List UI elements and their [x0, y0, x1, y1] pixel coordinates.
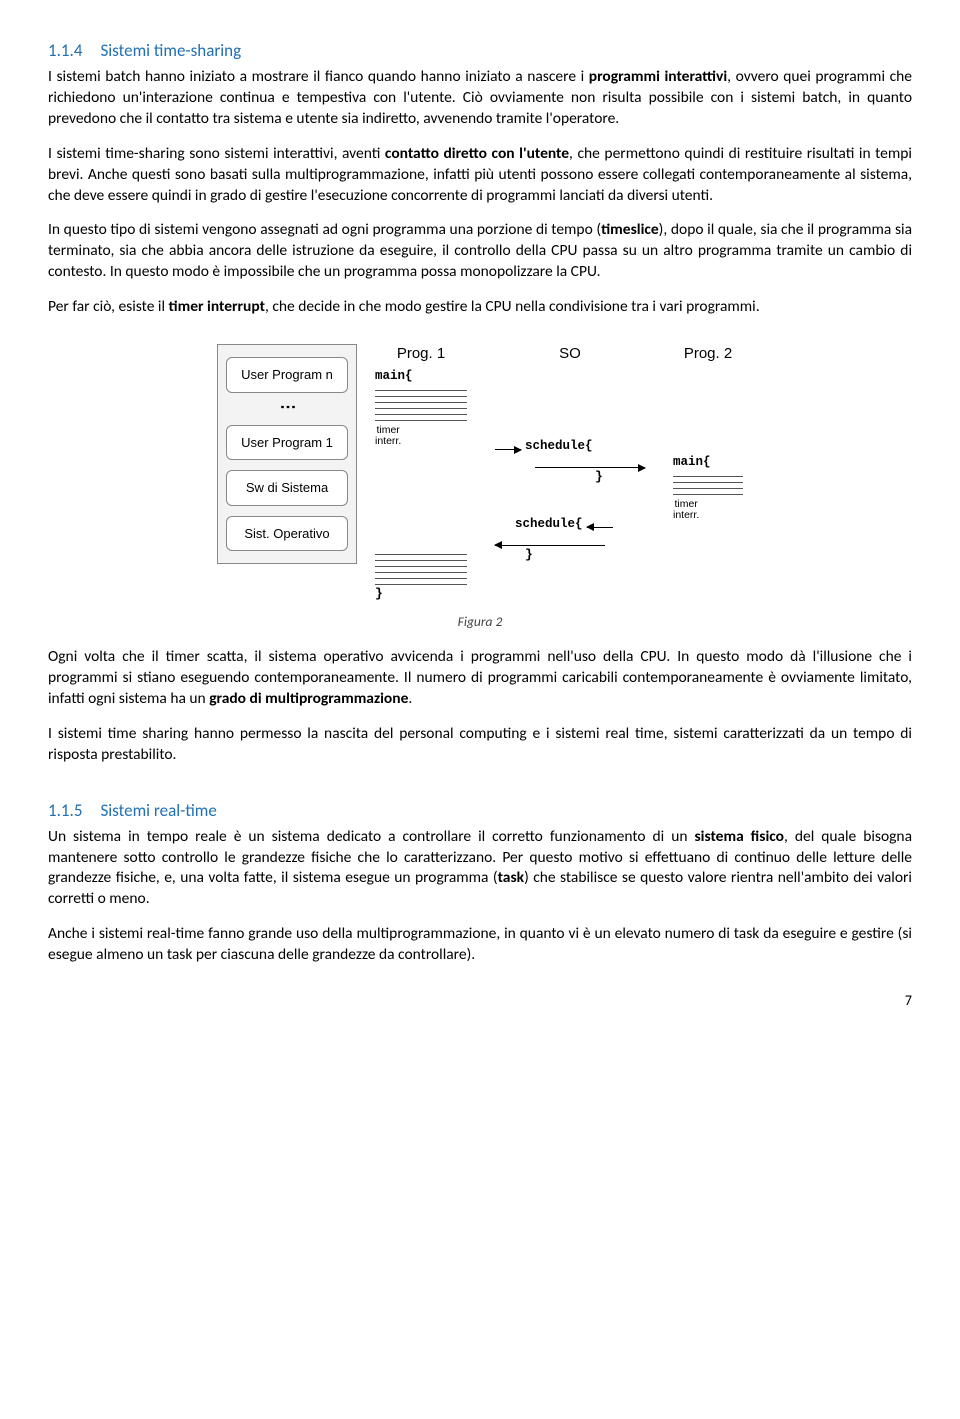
- heading-title: Sistemi time-sharing: [100, 40, 241, 61]
- stack-slot: Sw di Sistema: [226, 470, 348, 506]
- stack-slot: User Program n: [226, 357, 348, 393]
- paragraph: Ogni volta che il timer scatta, il siste…: [48, 647, 912, 710]
- paragraph: I sistemi batch hanno iniziato a mostrar…: [48, 67, 912, 130]
- arrow-right-icon: [535, 467, 645, 468]
- stack-slot: Sist. Operativo: [226, 516, 348, 552]
- stack-slot: User Program 1: [226, 425, 348, 461]
- figure-caption: Figura 2: [48, 613, 912, 631]
- code-lines: [673, 471, 743, 495]
- ellipsis-icon: ⋮: [283, 399, 291, 417]
- col-prog1: Prog. 1 main{ timerinterr. }: [375, 344, 467, 603]
- arrow-left-icon: [495, 545, 605, 546]
- code-lines: [375, 549, 467, 585]
- timer-label: timerinterr.: [673, 499, 699, 521]
- timer-label: timerinterr.: [375, 425, 401, 447]
- timeline-diagram: Prog. 1 main{ timerinterr. } SO schedule…: [375, 344, 743, 603]
- paragraph: Per far ciò, esiste il timer interrupt, …: [48, 297, 912, 318]
- paragraph: I sistemi time sharing hanno permesso la…: [48, 724, 912, 766]
- heading-115: 1.1.5 Sistemi real-time: [48, 800, 912, 823]
- memory-stack: User Program n ⋮ User Program 1 Sw di Si…: [217, 344, 357, 564]
- paragraph: In questo tipo di sistemi vengono assegn…: [48, 220, 912, 283]
- paragraph: Anche i sistemi real-time fanno grande u…: [48, 924, 912, 966]
- heading-114: 1.1.4 Sistemi time-sharing: [48, 40, 912, 63]
- code-lines: [375, 385, 467, 421]
- figure-2: User Program n ⋮ User Program 1 Sw di Si…: [48, 340, 912, 607]
- page-number: 7: [48, 992, 912, 1011]
- col-so: SO schedule{ } schedule{ }: [495, 344, 645, 563]
- heading-num: 1.1.4: [48, 40, 82, 61]
- arrow-left-icon: [587, 527, 613, 528]
- heading-title: Sistemi real-time: [100, 800, 216, 821]
- col-prog2: Prog. 2 main{ timerinterr.: [673, 344, 743, 525]
- heading-num: 1.1.5: [48, 800, 82, 821]
- paragraph: Un sistema in tempo reale è un sistema d…: [48, 827, 912, 911]
- arrow-right-icon: [495, 449, 521, 450]
- paragraph: I sistemi time-sharing sono sistemi inte…: [48, 144, 912, 207]
